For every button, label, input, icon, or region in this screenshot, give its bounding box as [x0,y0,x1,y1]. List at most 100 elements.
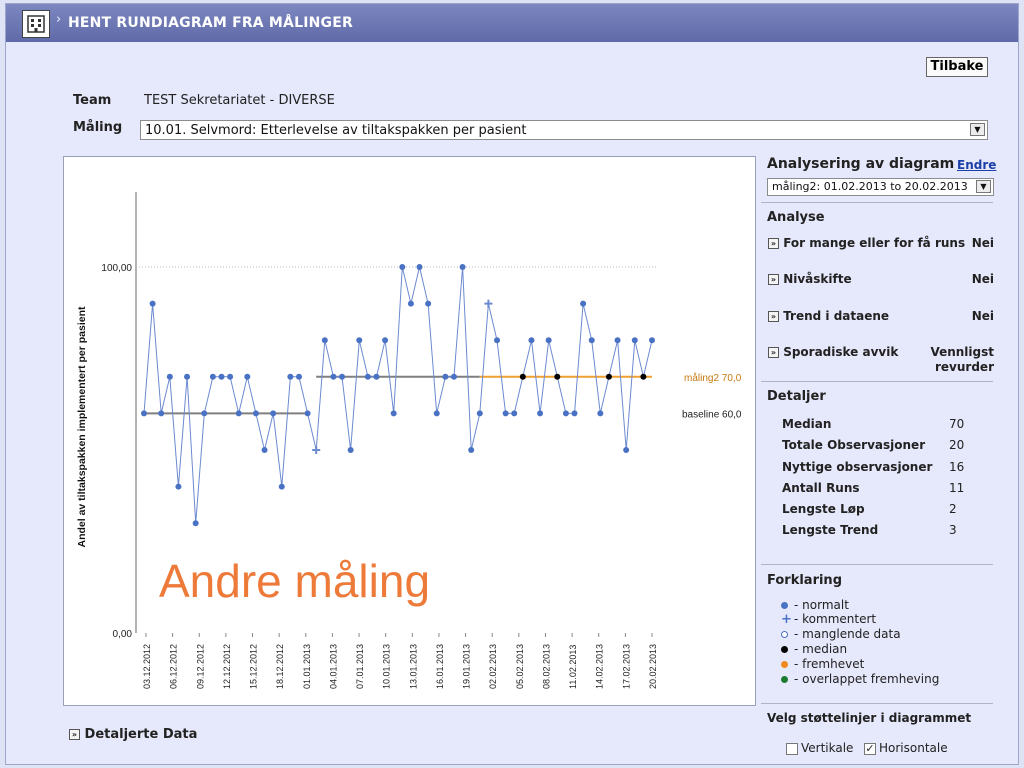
legend-item-commented: + - kommentert [781,612,876,627]
team-value: TEST Sekretariatet - DIVERSE [144,93,335,108]
x-tick-label: 15.12.2012 [249,644,259,689]
details-value: 2 [949,502,957,516]
details-label: Lengste Trend [782,523,879,537]
data-point [252,410,259,417]
data-point [476,410,483,417]
x-tick-label: 17.02.2013 [621,644,631,689]
analysis-row-runs[interactable]: » For mange eller for få runs [768,236,965,250]
details-label: Median [782,417,832,431]
data-point [184,373,191,380]
details-label: Totale Observasjoner [782,438,926,452]
x-tick-label: 19.01.2013 [462,644,472,689]
normal-dot-icon [781,602,788,609]
analysis-row-label: Trend i dataene [783,309,890,323]
data-point [528,337,535,344]
x-tick-label: 06.12.2012 [169,644,179,689]
data-point [631,337,638,344]
details-title: Detaljer [767,389,826,404]
analysis-row-value-line2: revurder [935,360,994,374]
horizontal-checkbox-box[interactable]: ✓ [864,741,876,755]
data-point [373,373,380,380]
data-point [321,337,328,344]
back-button[interactable]: Tilbake [926,57,988,77]
details-value: 11 [949,481,965,495]
edit-link[interactable]: Endre [957,158,997,172]
vertical-checkbox-box[interactable] [786,742,798,755]
data-point [382,337,389,344]
y-tick-label: 0,00 [113,629,133,640]
data-point [580,300,587,307]
details-label: Nyttige observasjoner [782,460,933,474]
support-lines-title: Velg støttelinjer i diagrammet [767,711,972,725]
y-axis-label-group: Andel av tiltakspakken implementert per … [76,306,88,548]
data-point [511,410,518,417]
analysis-row-level-shift[interactable]: » Nivåskifte [768,272,852,286]
x-tick-label: 03.12.2012 [142,644,152,689]
divider [761,381,993,382]
data-point [450,373,457,380]
chevron-down-icon[interactable]: ▼ [976,180,991,193]
legend-item-missing: - manglende data [781,627,901,641]
data-point [571,410,578,417]
data-point [468,447,475,453]
expand-icon[interactable]: » [768,311,779,322]
data-point [433,410,440,417]
data-point [356,337,363,344]
data-point [364,373,371,380]
vertical-checkbox-label: Vertikale [801,741,854,755]
analysis-row-value: Nei [971,236,994,250]
x-tick-label: 07.01.2013 [355,644,365,689]
horizontal-checkbox[interactable]: ✓ Horisontale [864,741,948,755]
x-tick-label: 18.12.2012 [275,644,285,689]
data-point [425,300,432,307]
vertical-checkbox[interactable]: Vertikale [786,741,853,755]
analysis-row-value: Nei [971,309,994,323]
chevron-down-icon[interactable]: ▼ [970,123,985,136]
measure-label: Måling [73,120,123,135]
data-point [158,410,165,417]
data-point [175,483,182,490]
data-point [330,373,337,380]
data-point [545,337,552,344]
details-value: 20 [949,438,965,452]
period-select[interactable]: måling2: 01.02.2013 to 20.02.2013 ▼ [767,178,994,196]
data-point [166,373,173,380]
legend-item-highlighted: - fremhevet [781,657,864,671]
team-label: Team [73,93,112,108]
analysis-row-value: Nei [971,272,994,286]
expand-icon[interactable]: » [768,238,779,249]
data-point [614,337,621,344]
data-point [623,447,630,453]
measure-select-value: 10.01. Selvmord: Etterlevelse av tiltaks… [145,123,527,138]
analysis-row-label: Sporadiske avvik [783,345,899,359]
detailed-data-toggle[interactable]: » Detaljerte Data [69,727,197,742]
median-dot-icon [781,646,788,653]
x-tick-label: 16.01.2013 [435,644,445,689]
comment-point [312,446,321,454]
data-point [141,410,147,417]
data-point [597,410,604,417]
data-point [227,373,234,380]
x-tick-label: 01.01.2013 [302,644,312,689]
run-chart: 100,00 0,00 03.12.2012 06.12.2012 09.12.2012… [76,192,742,689]
legend-item-normal: - normalt [781,598,849,612]
analysis-row-trend[interactable]: » Trend i dataene [768,309,889,323]
building-icon [22,10,50,38]
x-tick-label: 09.12.2012 [195,644,205,689]
expand-icon[interactable]: » [768,347,779,358]
series-line [143,266,653,524]
measure-select[interactable]: 10.01. Selvmord: Etterlevelse av tiltaks… [140,120,988,140]
title-bar: › HENT RUNDIAGRAM FRA MÅLINGER [6,4,1018,42]
data-point [588,337,595,344]
x-tick-label: 02.02.2013 [488,644,498,689]
expand-icon[interactable]: » [768,274,779,285]
details-label: Antall Runs [782,481,860,495]
y-tick-label: 100,00 [101,263,132,274]
analysis-row-sporadic[interactable]: » Sporadiske avvik [768,345,898,359]
expand-icon[interactable]: » [69,729,80,740]
baseline-label: baseline 60,0 [682,409,742,420]
data-point [287,373,294,380]
measure2-label: måling2 70,0 [684,372,742,384]
legend-item-overlap: - overlappet fremheving [781,672,939,686]
horizontal-checkbox-label: Horisontale [879,741,948,755]
